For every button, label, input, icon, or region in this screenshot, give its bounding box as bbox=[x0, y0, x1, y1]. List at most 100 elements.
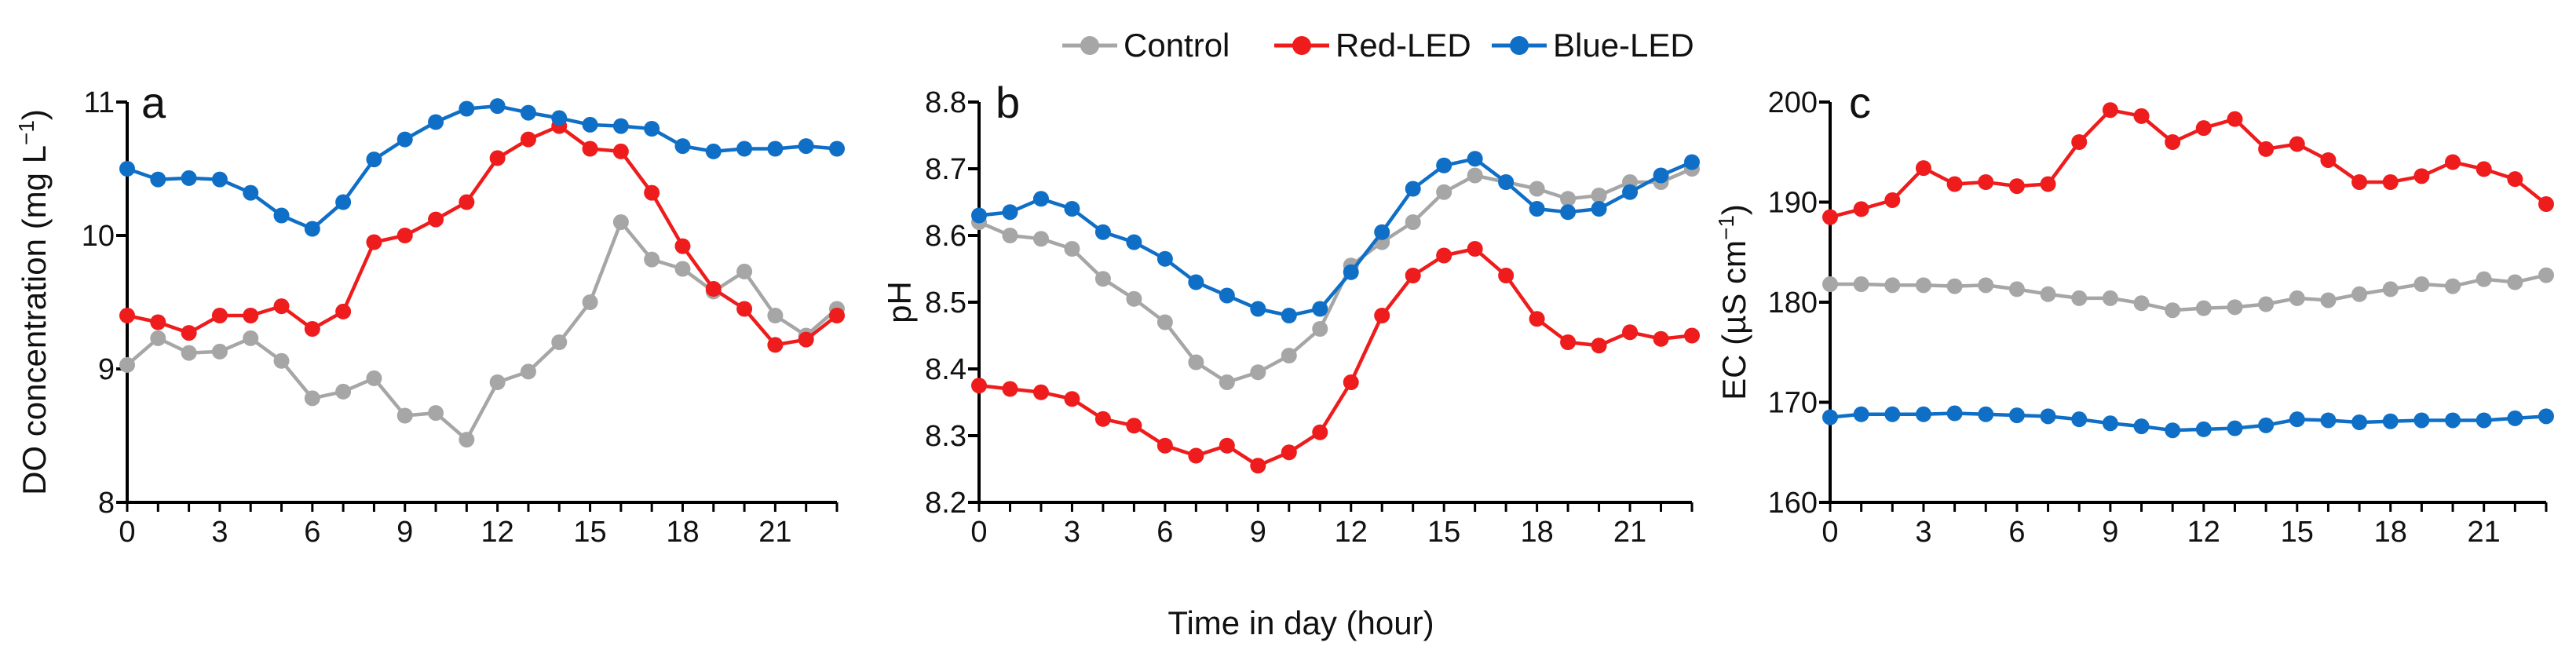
x-tick-label: 18 bbox=[2374, 516, 2407, 549]
data-point-red-led bbox=[971, 378, 987, 394]
data-point-red-led bbox=[674, 238, 691, 254]
data-point-control bbox=[2165, 302, 2181, 319]
y-tick-label: 10 bbox=[82, 220, 115, 253]
y-tick-label: 8.4 bbox=[925, 353, 966, 386]
y-axis-title: DO concentration (mg L−1) bbox=[14, 109, 53, 495]
data-point-control bbox=[1822, 276, 1838, 293]
data-point-blue-led bbox=[1094, 224, 1111, 240]
data-point-blue-led bbox=[1529, 201, 1545, 217]
data-point-blue-led bbox=[1250, 301, 1266, 317]
data-point-blue-led bbox=[396, 131, 413, 148]
series-line-blue-led bbox=[1829, 411, 2547, 433]
data-point-control bbox=[181, 345, 197, 361]
data-point-control bbox=[2133, 295, 2150, 312]
data-point-red-led bbox=[612, 143, 629, 159]
legend-marker-red-led bbox=[1292, 36, 1311, 55]
data-point-blue-led bbox=[273, 207, 290, 224]
x-tick-label: 6 bbox=[1156, 516, 1173, 549]
data-point-control bbox=[1853, 276, 1869, 293]
data-point-blue-led bbox=[2382, 413, 2399, 429]
data-point-red-led bbox=[1978, 174, 1994, 190]
data-point-red-led bbox=[273, 298, 290, 315]
legend-entry-red-led: Red-LED bbox=[1274, 27, 1471, 64]
data-point-blue-led bbox=[2133, 418, 2150, 435]
data-point-control bbox=[1529, 181, 1545, 197]
data-point-blue-led bbox=[2413, 412, 2430, 429]
data-point-red-led bbox=[2289, 136, 2305, 152]
data-point-red-led bbox=[1684, 327, 1700, 344]
data-point-red-led bbox=[2382, 174, 2399, 190]
data-point-red-led bbox=[2258, 141, 2275, 157]
data-point-blue-led bbox=[1002, 204, 1018, 221]
data-point-blue-led bbox=[2538, 408, 2554, 425]
data-point-blue-led bbox=[1560, 204, 1577, 221]
data-point-blue-led bbox=[971, 207, 987, 224]
data-point-red-led bbox=[2538, 196, 2554, 213]
x-tick-label: 6 bbox=[304, 516, 320, 549]
data-point-control bbox=[119, 356, 135, 373]
data-point-blue-led bbox=[767, 141, 784, 157]
data-point-control bbox=[2413, 276, 2430, 293]
data-point-red-led bbox=[798, 331, 814, 348]
y-axis-title: EC (µS cm−1) bbox=[1714, 204, 1753, 400]
series-red-led bbox=[971, 241, 1700, 474]
data-point-red-led bbox=[1653, 330, 1669, 347]
data-point-control bbox=[1591, 188, 1607, 203]
data-point-control bbox=[674, 261, 691, 277]
data-point-blue-led bbox=[119, 161, 135, 177]
x-tick-label: 6 bbox=[2008, 516, 2025, 549]
data-point-control bbox=[150, 330, 166, 346]
legend-label-blue-led: Blue-LED bbox=[1553, 27, 1694, 64]
data-point-red-led bbox=[2320, 151, 2337, 168]
data-point-red-led bbox=[2195, 120, 2212, 137]
data-point-blue-led bbox=[612, 118, 629, 134]
data-point-control bbox=[1978, 277, 1994, 294]
data-point-red-led bbox=[1156, 437, 1173, 454]
data-point-blue-led bbox=[1374, 224, 1390, 240]
data-point-red-led bbox=[1126, 418, 1142, 434]
data-point-red-led bbox=[1467, 241, 1483, 257]
data-point-red-led bbox=[366, 234, 382, 250]
series-line-control bbox=[1830, 273, 2547, 312]
x-tick-label: 21 bbox=[1613, 516, 1646, 549]
data-point-red-led bbox=[2102, 102, 2118, 119]
y-tick-label: 190 bbox=[1768, 187, 1818, 220]
legend-label-control: Control bbox=[1124, 27, 1230, 64]
data-point-blue-led bbox=[2351, 414, 2368, 430]
data-point-control bbox=[1405, 214, 1421, 230]
x-tick-label: 12 bbox=[2187, 516, 2220, 549]
data-point-blue-led bbox=[304, 221, 320, 237]
data-point-red-led bbox=[767, 337, 784, 353]
y-tick-label: 200 bbox=[1768, 86, 1818, 119]
data-point-red-led bbox=[2071, 134, 2088, 150]
data-point-blue-led bbox=[459, 100, 475, 117]
data-point-red-led bbox=[396, 228, 413, 243]
data-point-red-led bbox=[2165, 134, 2181, 150]
data-point-control bbox=[1915, 277, 1931, 294]
data-point-control bbox=[1002, 228, 1018, 243]
data-point-red-led bbox=[428, 211, 444, 228]
data-point-control bbox=[1126, 290, 1142, 307]
data-point-blue-led bbox=[489, 98, 506, 115]
series-line-red-led bbox=[978, 246, 1693, 468]
data-point-blue-led bbox=[1312, 301, 1328, 317]
data-point-red-led bbox=[644, 184, 660, 201]
data-point-red-led bbox=[1529, 311, 1545, 327]
data-point-red-led bbox=[1094, 411, 1111, 427]
data-point-blue-led bbox=[1126, 234, 1142, 250]
data-point-control bbox=[304, 390, 320, 407]
legend-label-red-led: Red-LED bbox=[1336, 27, 1471, 64]
data-point-red-led bbox=[829, 308, 845, 323]
series-control bbox=[119, 214, 845, 448]
data-point-control bbox=[1188, 354, 1204, 370]
data-point-red-led bbox=[1915, 160, 1931, 177]
data-point-blue-led bbox=[1978, 406, 1994, 422]
series-blue-led bbox=[119, 98, 845, 237]
data-point-control bbox=[2258, 296, 2275, 312]
data-point-control bbox=[736, 263, 753, 279]
data-point-control bbox=[520, 363, 536, 380]
data-point-control bbox=[1250, 364, 1266, 381]
data-point-control bbox=[2040, 286, 2056, 302]
data-point-control bbox=[2538, 267, 2554, 283]
